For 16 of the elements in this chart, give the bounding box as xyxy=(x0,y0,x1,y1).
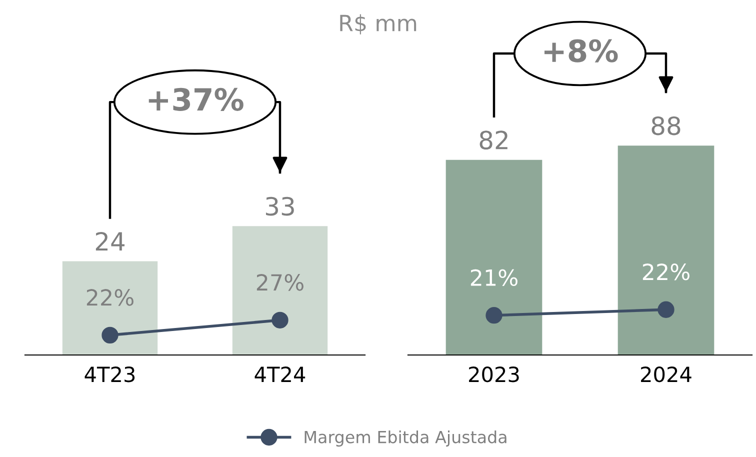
data-label: 24 xyxy=(96,232,125,251)
data-label: 82 xyxy=(480,130,508,150)
x-tick-label: 2023 xyxy=(469,366,519,382)
x-tick-label: 4T23 xyxy=(84,366,135,382)
data-label: 21% xyxy=(470,269,518,286)
x-tick-label: 4T24 xyxy=(254,366,306,382)
data-label: 88 xyxy=(652,116,680,136)
legend-label: Margem Ebitda Ajustada xyxy=(304,430,506,447)
text: +8% xyxy=(544,39,618,62)
x-tick-label: 2024 xyxy=(641,366,692,382)
data-label: 27% xyxy=(256,274,304,291)
data-label: 22% xyxy=(86,289,134,306)
text: +37% xyxy=(148,88,244,111)
chart-title: R$ mm xyxy=(340,14,416,34)
data-label: 22% xyxy=(642,264,690,280)
data-label: 33 xyxy=(266,196,294,216)
